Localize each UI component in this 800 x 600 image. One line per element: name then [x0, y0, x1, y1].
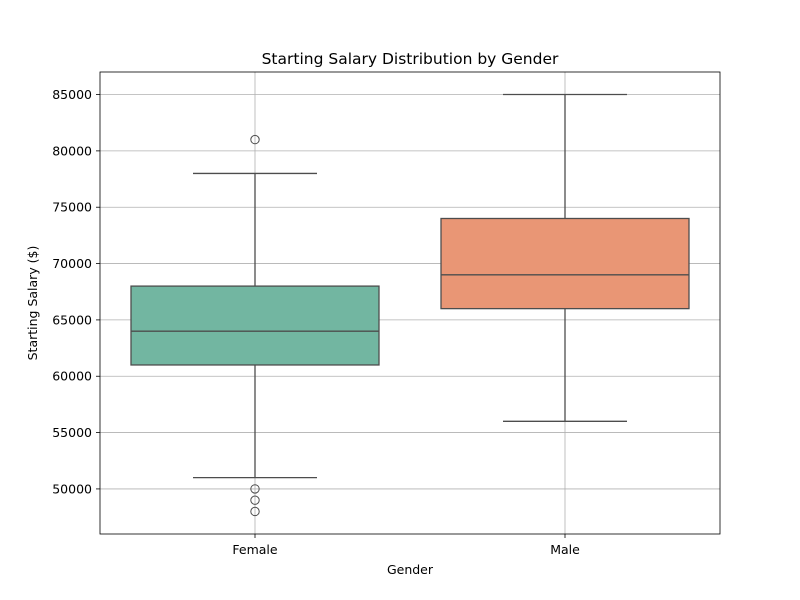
x-tick-label: Male [550, 542, 580, 557]
y-tick-label: 85000 [52, 87, 92, 102]
boxes [130, 93, 690, 517]
axis-ticks: 50000 55000 60000 65000 70000 75000 80000 85000… [52, 87, 580, 557]
outlier-point [250, 495, 260, 505]
y-tick-label: 80000 [52, 143, 92, 158]
y-tick-label: 75000 [52, 200, 92, 215]
plot-frame [99, 71, 721, 535]
box-male [440, 93, 690, 422]
outlier-point [250, 484, 260, 494]
iqr-box [130, 285, 380, 366]
y-tick-label: 50000 [52, 481, 92, 496]
x-axis-label: Gender [387, 562, 434, 577]
box-female [130, 134, 380, 517]
iqr-box [440, 217, 690, 310]
y-tick-label: 65000 [52, 312, 92, 327]
y-tick-label: 70000 [52, 256, 92, 271]
y-axis-label: Starting Salary ($) [25, 246, 40, 361]
outlier-point [250, 134, 260, 145]
chart-title: Starting Salary Distribution by Gender [262, 50, 559, 68]
x-tick-label: Female [232, 542, 278, 557]
y-tick-label: 60000 [52, 369, 92, 384]
y-tick-label: 55000 [52, 425, 92, 440]
outlier-point [250, 506, 260, 517]
